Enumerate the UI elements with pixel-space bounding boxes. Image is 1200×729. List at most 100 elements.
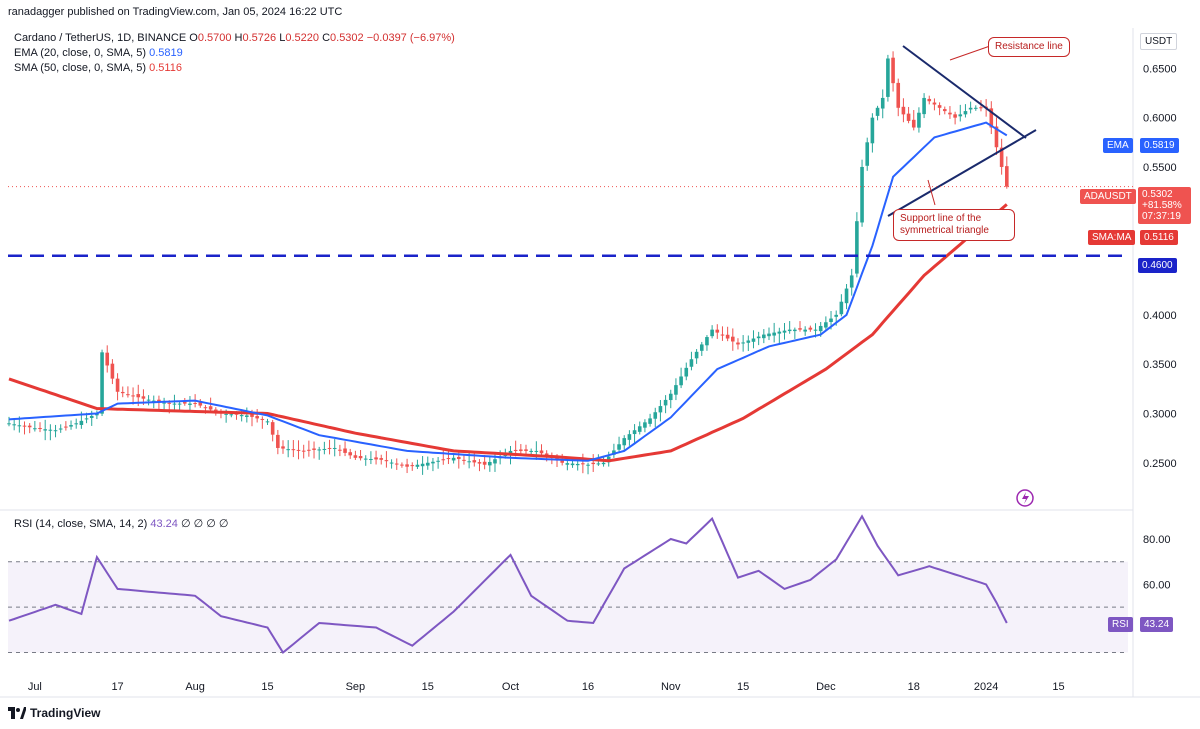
candle-body xyxy=(798,328,802,330)
candle-body xyxy=(994,126,999,148)
candle-body xyxy=(751,338,756,342)
candle-body xyxy=(973,107,978,109)
candle-body xyxy=(53,430,58,432)
candle-body xyxy=(818,325,823,332)
candle-body xyxy=(622,438,627,446)
candle-body xyxy=(648,418,652,424)
legend-rsi-row[interactable]: RSI (14, close, SMA, 14, 2) 43.24 ∅ ∅ ∅ … xyxy=(14,517,228,530)
resistance-annotation[interactable]: Resistance line xyxy=(988,37,1070,57)
sma-legend-label: SMA (50, close, 0, SMA, 5) xyxy=(14,62,147,74)
candle-body xyxy=(979,107,983,109)
candle-body xyxy=(860,166,864,223)
candle-body xyxy=(937,105,942,108)
candle-body xyxy=(679,376,683,386)
low-label: L xyxy=(279,32,286,44)
legend-sma-row[interactable]: SMA (50, close, 0, SMA, 5) 0.5116 xyxy=(14,62,182,74)
sma-tag-label: SMA:MA xyxy=(1088,230,1136,245)
candle-body xyxy=(441,459,446,461)
candle-body xyxy=(69,425,73,427)
sma-line[interactable] xyxy=(8,203,1008,463)
candle-body xyxy=(493,459,497,464)
candle-body xyxy=(48,429,53,431)
candle-body xyxy=(64,426,68,428)
candle-body xyxy=(689,359,694,367)
candle-body xyxy=(415,464,420,467)
candle-body xyxy=(839,301,844,315)
candle-body xyxy=(38,428,42,430)
rsi-tick-label: 60.00 xyxy=(1143,579,1171,591)
candle-body xyxy=(327,447,332,449)
sma-tag-value: 0.5116 xyxy=(1140,230,1178,245)
rsi-line[interactable] xyxy=(8,514,1008,654)
support-line[interactable] xyxy=(887,129,1037,217)
time-tick-label: Jul xyxy=(28,681,42,693)
candle-body xyxy=(405,464,409,467)
ema-tag-value: 0.5819 xyxy=(1140,138,1179,153)
candle-body xyxy=(250,414,254,417)
candle-body xyxy=(322,448,327,450)
candle-body xyxy=(793,329,797,332)
candle-body xyxy=(787,329,792,332)
candle-body xyxy=(674,385,678,395)
candle-body xyxy=(224,413,228,415)
candle-body xyxy=(451,457,456,461)
candle-body xyxy=(120,391,125,394)
candle-body xyxy=(363,458,368,460)
candle-body xyxy=(12,424,16,426)
currency-button[interactable]: USDT xyxy=(1140,33,1178,50)
candle-body xyxy=(115,378,120,392)
change-value: −0.0397 (−6.97%) xyxy=(366,32,455,44)
alert-lightning-icon[interactable] xyxy=(1016,489,1034,507)
candle-body xyxy=(255,416,259,419)
candle-body xyxy=(208,406,213,410)
time-tick-label: 17 xyxy=(111,681,123,693)
candle-body xyxy=(575,463,580,466)
ema-legend-value: 0.5819 xyxy=(149,47,183,59)
candle-body xyxy=(772,332,776,336)
rsi-band xyxy=(8,561,1128,653)
candle-body xyxy=(653,412,658,419)
support-annotation[interactable]: Support line of the symmetrical triangle xyxy=(893,209,1015,241)
rsi-legend-label: RSI (14, close, SMA, 14, 2) xyxy=(14,518,148,530)
candle-body xyxy=(245,415,249,417)
candle-body xyxy=(813,329,818,331)
candle-body xyxy=(725,334,730,339)
candle-body xyxy=(33,428,37,430)
candle-body xyxy=(234,413,239,415)
candle-body xyxy=(43,429,47,431)
candle-body xyxy=(141,396,146,399)
candle-body xyxy=(312,448,316,450)
candle-body xyxy=(637,426,642,432)
candle-body xyxy=(932,102,937,105)
ema-line[interactable] xyxy=(8,121,1008,462)
publisher-header: ranadagger published on TradingView.com,… xyxy=(8,6,343,18)
candle-body xyxy=(420,463,425,467)
candle-body xyxy=(307,449,311,451)
candle-body xyxy=(7,423,11,425)
candle-body xyxy=(777,331,782,334)
candle-body xyxy=(157,399,161,402)
price-tag: 0.5302 +81.58% 07:37:19 xyxy=(1138,187,1191,224)
candle-body xyxy=(131,395,135,397)
rsi-legend-extra: ∅ ∅ ∅ ∅ xyxy=(180,518,229,530)
legend-symbol-row[interactable]: Cardano / TetherUS, 1D, BINANCE O0.5700 … xyxy=(14,32,455,44)
candle-body xyxy=(182,402,187,404)
candle-body xyxy=(338,449,342,451)
resistance-line[interactable] xyxy=(902,45,1027,139)
price-tick-label: 0.2500 xyxy=(1143,458,1177,470)
sma-legend-value: 0.5116 xyxy=(149,62,182,74)
tradingview-logo-icon xyxy=(8,707,26,719)
candle-body xyxy=(281,446,285,449)
candle-body xyxy=(477,462,482,464)
candle-body xyxy=(343,448,347,453)
candle-body xyxy=(410,465,415,467)
legend-ema-row[interactable]: EMA (20, close, 0, SMA, 5) 0.5819 xyxy=(14,47,183,59)
price-tag-label: ADAUSDT xyxy=(1080,189,1136,204)
candle-body xyxy=(462,459,466,461)
candle-body xyxy=(534,450,539,452)
candle-body xyxy=(379,458,384,460)
tradingview-logo[interactable]: TradingView xyxy=(8,706,100,720)
candle-body xyxy=(844,288,849,304)
candle-body xyxy=(617,444,621,450)
